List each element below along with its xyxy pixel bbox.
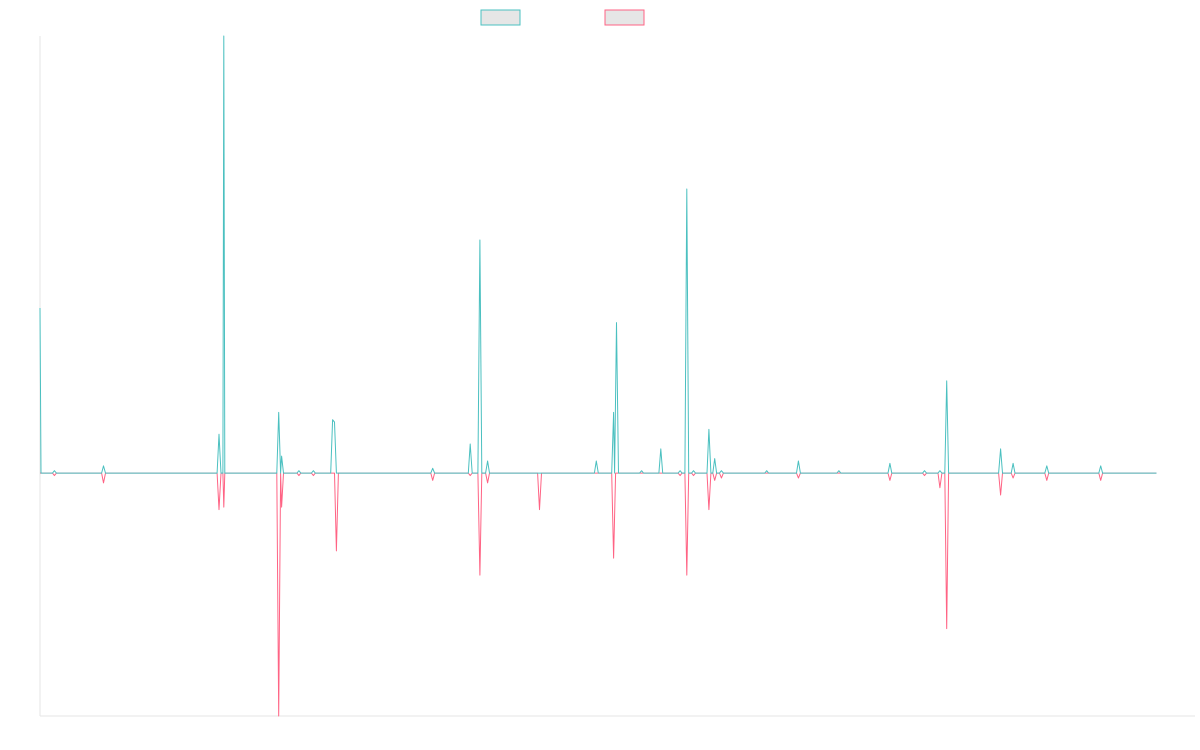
series-line-negative (40, 472, 1157, 717)
plot-area (39, 35, 1157, 717)
legend[interactable] (480, 9, 645, 26)
series-line-positive (39, 35, 1157, 474)
legend-swatch-positive[interactable] (480, 9, 521, 26)
legend-swatch-negative[interactable] (604, 9, 645, 26)
